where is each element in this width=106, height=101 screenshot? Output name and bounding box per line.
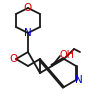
Text: N: N [75, 75, 83, 85]
Text: O: O [24, 3, 32, 13]
Text: O: O [9, 54, 17, 64]
Text: N: N [24, 28, 32, 38]
Text: OH: OH [59, 50, 75, 60]
